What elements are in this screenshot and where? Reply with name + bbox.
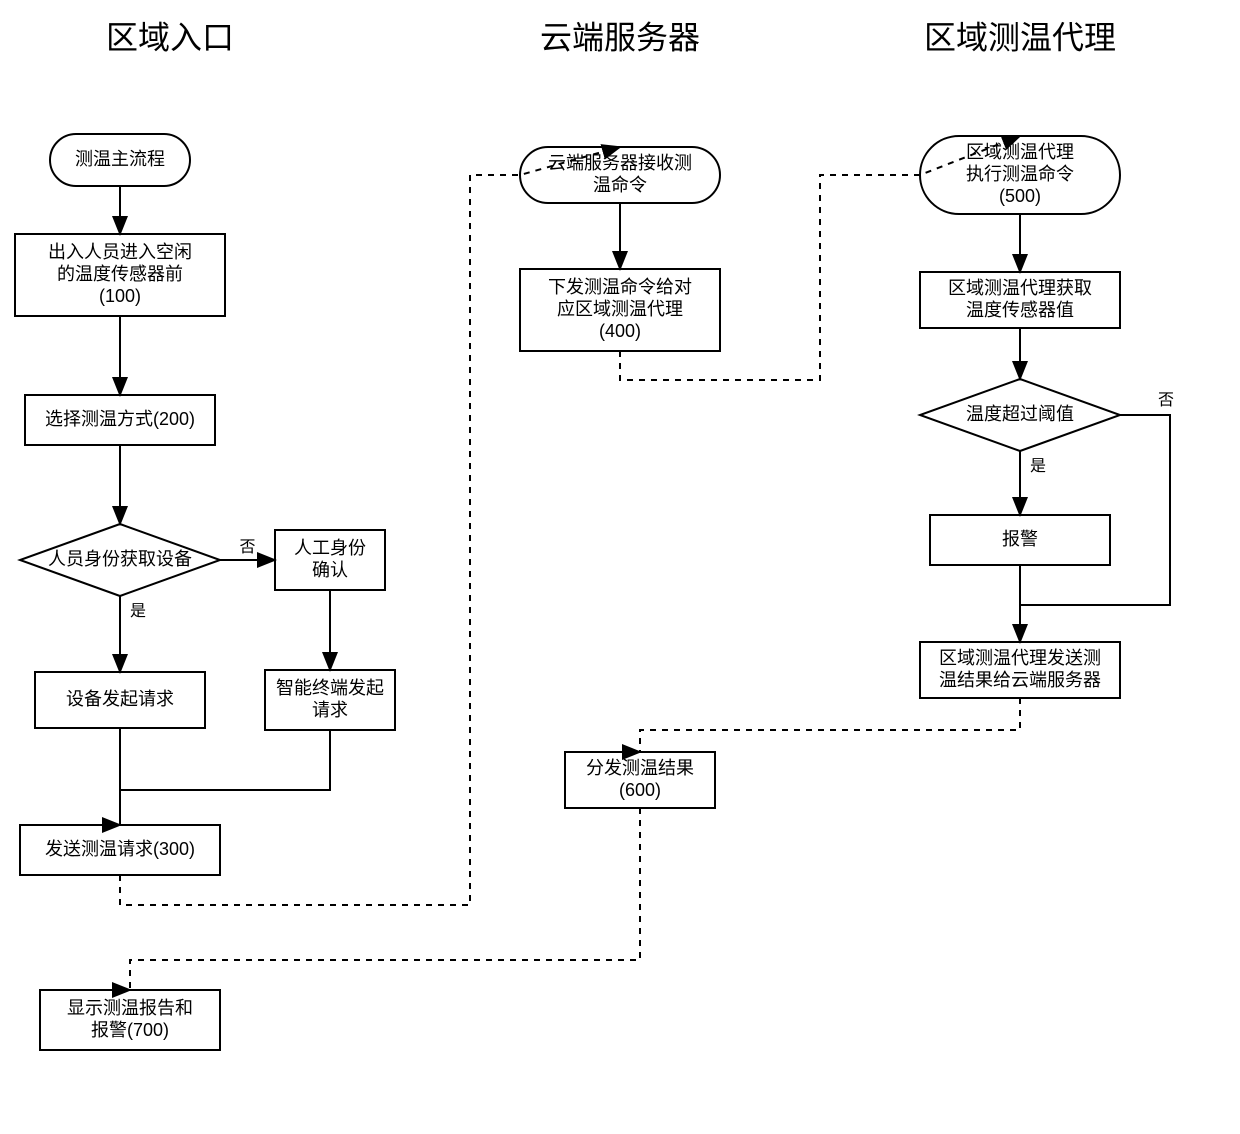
svg-text:云端服务器接收测: 云端服务器接收测 (548, 153, 692, 173)
svg-text:温结果给云端服务器: 温结果给云端服务器 (939, 670, 1101, 690)
svg-text:执行测温命令: 执行测温命令 (966, 164, 1074, 184)
swimlane-header: 区域入口 (106, 19, 234, 55)
edge-label: 否 (1158, 392, 1174, 409)
svg-text:(500): (500) (999, 186, 1041, 206)
svg-text:选择测温方式(200): 选择测温方式(200) (45, 409, 195, 429)
svg-text:确认: 确认 (312, 560, 348, 580)
svg-text:人员身份获取设备: 人员身份获取设备 (48, 549, 192, 569)
svg-text:发送测温请求(300): 发送测温请求(300) (45, 839, 195, 859)
svg-text:(600): (600) (619, 780, 661, 800)
edge-label: 否 (239, 539, 255, 556)
svg-text:人工身份: 人工身份 (294, 538, 366, 558)
flowchart-canvas: 区域入口 云端服务器 区域测温代理测温主流程出入人员进入空闲的温度传感器前(100)… (0, 0, 1240, 1134)
svg-text:应区域测温代理: 应区域测温代理 (557, 299, 683, 319)
svg-text:智能终端发起: 智能终端发起 (276, 678, 384, 698)
swimlane-header: 云端服务器 (540, 19, 700, 55)
svg-text:温命令: 温命令 (593, 175, 647, 195)
svg-text:显示测温报告和: 显示测温报告和 (67, 998, 193, 1018)
edge-label: 是 (1030, 458, 1046, 475)
svg-text:请求: 请求 (312, 700, 348, 720)
svg-text:分发测温结果: 分发测温结果 (586, 758, 694, 778)
edge (120, 730, 330, 790)
svg-text:温度传感器值: 温度传感器值 (966, 300, 1074, 320)
svg-text:报警(700): 报警(700) (91, 1020, 169, 1040)
svg-text:(400): (400) (599, 321, 641, 341)
edge-label: 是 (130, 603, 146, 620)
svg-text:温度超过阈值: 温度超过阈值 (966, 404, 1074, 424)
svg-text:测温主流程: 测温主流程 (75, 149, 165, 169)
svg-text:的温度传感器前: 的温度传感器前 (57, 264, 183, 284)
edge (640, 698, 1020, 752)
svg-text:区域测温代理发送测: 区域测温代理发送测 (939, 648, 1101, 668)
svg-text:下发测温命令给对: 下发测温命令给对 (548, 277, 692, 297)
swimlane-header: 区域测温代理 (924, 19, 1116, 55)
svg-text:报警: 报警 (1002, 529, 1038, 549)
svg-text:出入人员进入空闲: 出入人员进入空闲 (48, 242, 192, 262)
svg-text:区域测温代理获取: 区域测温代理获取 (948, 278, 1092, 298)
svg-text:(100): (100) (99, 286, 141, 306)
svg-text:设备发起请求: 设备发起请求 (66, 689, 174, 709)
